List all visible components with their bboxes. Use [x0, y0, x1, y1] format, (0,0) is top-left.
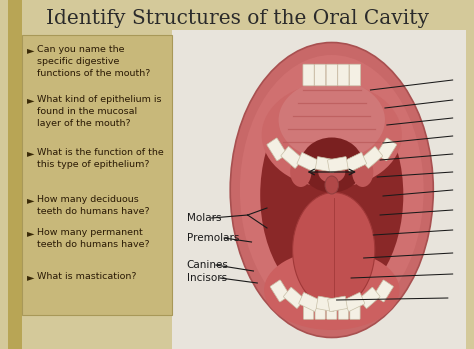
FancyBboxPatch shape — [283, 287, 305, 309]
Ellipse shape — [260, 85, 403, 305]
Text: What kind of epithelium is
found in the mucosal
layer of the mouth?: What kind of epithelium is found in the … — [37, 95, 161, 128]
Text: Molars: Molars — [187, 213, 221, 223]
Text: ►: ► — [27, 148, 35, 158]
Text: Identify Structures of the Oral Cavity: Identify Structures of the Oral Cavity — [46, 8, 428, 28]
Text: ►: ► — [27, 45, 35, 55]
Text: ►: ► — [27, 272, 35, 282]
FancyBboxPatch shape — [267, 138, 287, 161]
FancyBboxPatch shape — [315, 64, 326, 86]
Text: Can you name the
specific digestive
functions of the mouth?: Can you name the specific digestive func… — [37, 45, 150, 78]
FancyBboxPatch shape — [315, 301, 325, 319]
Ellipse shape — [318, 161, 345, 183]
FancyBboxPatch shape — [328, 296, 347, 312]
Text: What is mastication?: What is mastication? — [37, 272, 137, 281]
FancyBboxPatch shape — [377, 138, 397, 161]
Ellipse shape — [262, 82, 402, 187]
FancyBboxPatch shape — [344, 292, 365, 311]
FancyBboxPatch shape — [297, 153, 319, 172]
Ellipse shape — [230, 43, 433, 337]
FancyBboxPatch shape — [326, 64, 337, 86]
Ellipse shape — [264, 250, 400, 330]
FancyBboxPatch shape — [303, 301, 314, 319]
Ellipse shape — [279, 80, 385, 160]
Ellipse shape — [301, 138, 363, 193]
FancyBboxPatch shape — [22, 35, 172, 315]
FancyBboxPatch shape — [359, 287, 380, 309]
FancyBboxPatch shape — [316, 296, 336, 312]
Text: ►: ► — [27, 95, 35, 105]
Ellipse shape — [290, 157, 311, 187]
Text: Incisors: Incisors — [187, 273, 227, 283]
FancyBboxPatch shape — [327, 301, 337, 319]
FancyBboxPatch shape — [8, 0, 22, 349]
FancyBboxPatch shape — [338, 64, 349, 86]
FancyBboxPatch shape — [338, 301, 348, 319]
Ellipse shape — [292, 193, 375, 307]
Text: Premolars: Premolars — [187, 233, 239, 243]
FancyBboxPatch shape — [303, 64, 314, 86]
Ellipse shape — [240, 55, 424, 325]
FancyBboxPatch shape — [328, 157, 348, 172]
Ellipse shape — [325, 176, 338, 194]
FancyBboxPatch shape — [345, 153, 366, 172]
FancyBboxPatch shape — [315, 157, 336, 172]
Ellipse shape — [352, 157, 374, 187]
Text: ►: ► — [27, 228, 35, 238]
Text: How many permanent
teeth do humans have?: How many permanent teeth do humans have? — [37, 228, 149, 249]
Text: Canines: Canines — [187, 260, 228, 270]
FancyBboxPatch shape — [172, 30, 466, 349]
FancyBboxPatch shape — [350, 301, 360, 319]
Text: How many deciduous
teeth do humans have?: How many deciduous teeth do humans have? — [37, 195, 149, 216]
FancyBboxPatch shape — [361, 147, 383, 168]
Text: What is the function of the
this type of epithelium?: What is the function of the this type of… — [37, 148, 164, 169]
FancyBboxPatch shape — [270, 280, 290, 302]
FancyBboxPatch shape — [374, 280, 393, 302]
FancyBboxPatch shape — [349, 64, 361, 86]
Text: ►: ► — [27, 195, 35, 205]
FancyBboxPatch shape — [281, 147, 303, 168]
FancyBboxPatch shape — [8, 0, 466, 349]
FancyBboxPatch shape — [299, 292, 320, 311]
